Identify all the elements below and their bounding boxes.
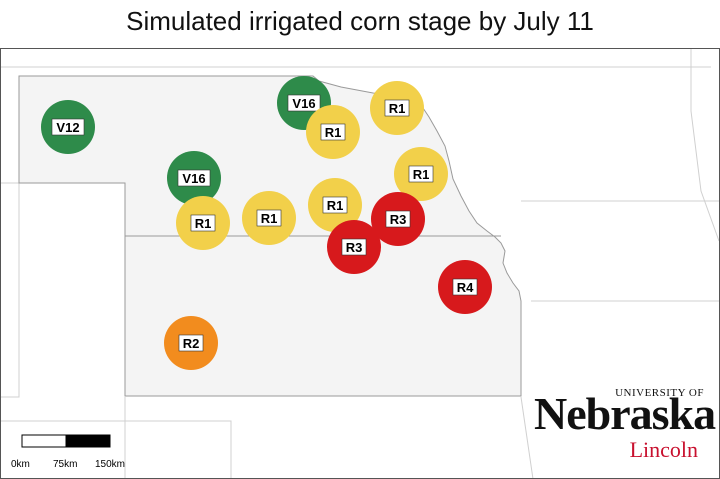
site-stage-label: R1 [261,211,278,226]
border-east-river [690,49,719,242]
site-marker-v16: V16 [167,151,221,205]
scale-label-0: 0km [11,459,30,470]
site-label-box [51,118,85,136]
site-label-box [385,210,411,228]
scale-label-150: 150km [95,459,126,470]
site-label-box [178,334,204,352]
logo-lincoln-text: Lincoln [629,437,698,462]
site-label-box [190,214,216,232]
site-marker-r3: R3 [371,192,425,246]
site-marker-r1: R1 [306,105,360,159]
site-marker-r1: R1 [370,81,424,135]
logo-nebraska-text: Nebraska [534,388,716,439]
site-stage-label: V12 [56,120,79,135]
map-title: Simulated irrigated corn stage by July 1… [126,6,594,36]
site-stage-label: R1 [327,198,344,213]
site-stage-label: R3 [390,212,407,227]
site-label-box [256,209,282,227]
sites-layer: V12 V16 R1 R1 V16 R1 R1 R1 R1 R3 R3 R4 R2 [41,76,492,370]
border-colorado [1,183,20,398]
map-area: V12 V16 R1 R1 V16 R1 R1 R1 R1 R3 R3 R4 R2 0km 75km 1… [0,48,720,479]
site-marker-r1: R1 [394,147,448,201]
site-stage-label: R1 [195,216,212,231]
site-marker-v12: V12 [41,100,95,154]
site-marker-r1: R1 [242,191,296,245]
site-label-box [384,99,410,117]
site-label-box [341,238,367,256]
logo-university-text: UNIVERSITY OF [615,387,704,399]
site-label-box [408,165,434,183]
site-label-box [322,196,348,214]
site-marker-r1: R1 [308,178,362,232]
neighbor-borders [1,49,719,478]
site-label-box [177,169,211,187]
scale-label-75: 75km [53,459,78,470]
site-label-box [287,94,321,112]
site-stage-label: V16 [182,171,205,186]
map-canvas: V12 V16 R1 R1 V16 R1 R1 R1 R1 R3 R3 R4 R2 [1,49,719,478]
site-marker-r4: R4 [438,260,492,314]
site-stage-label: R4 [457,280,474,295]
site-stage-label: R3 [346,240,363,255]
site-stage-label: R1 [413,167,430,182]
site-stage-label: V16 [292,96,315,111]
site-marker-r3: R3 [327,220,381,274]
site-stage-label: R1 [389,101,406,116]
site-marker-r1: R1 [176,196,230,250]
site-stage-label: R1 [325,125,342,140]
border-south [520,396,534,478]
university-logo: UNIVERSITY OF Nebraska Lincoln [534,385,716,465]
site-label-box [320,123,346,141]
site-label-box [452,278,478,296]
border-scale-box [1,420,232,478]
site-marker-r2: R2 [164,316,218,370]
site-stage-label: R2 [183,336,200,351]
